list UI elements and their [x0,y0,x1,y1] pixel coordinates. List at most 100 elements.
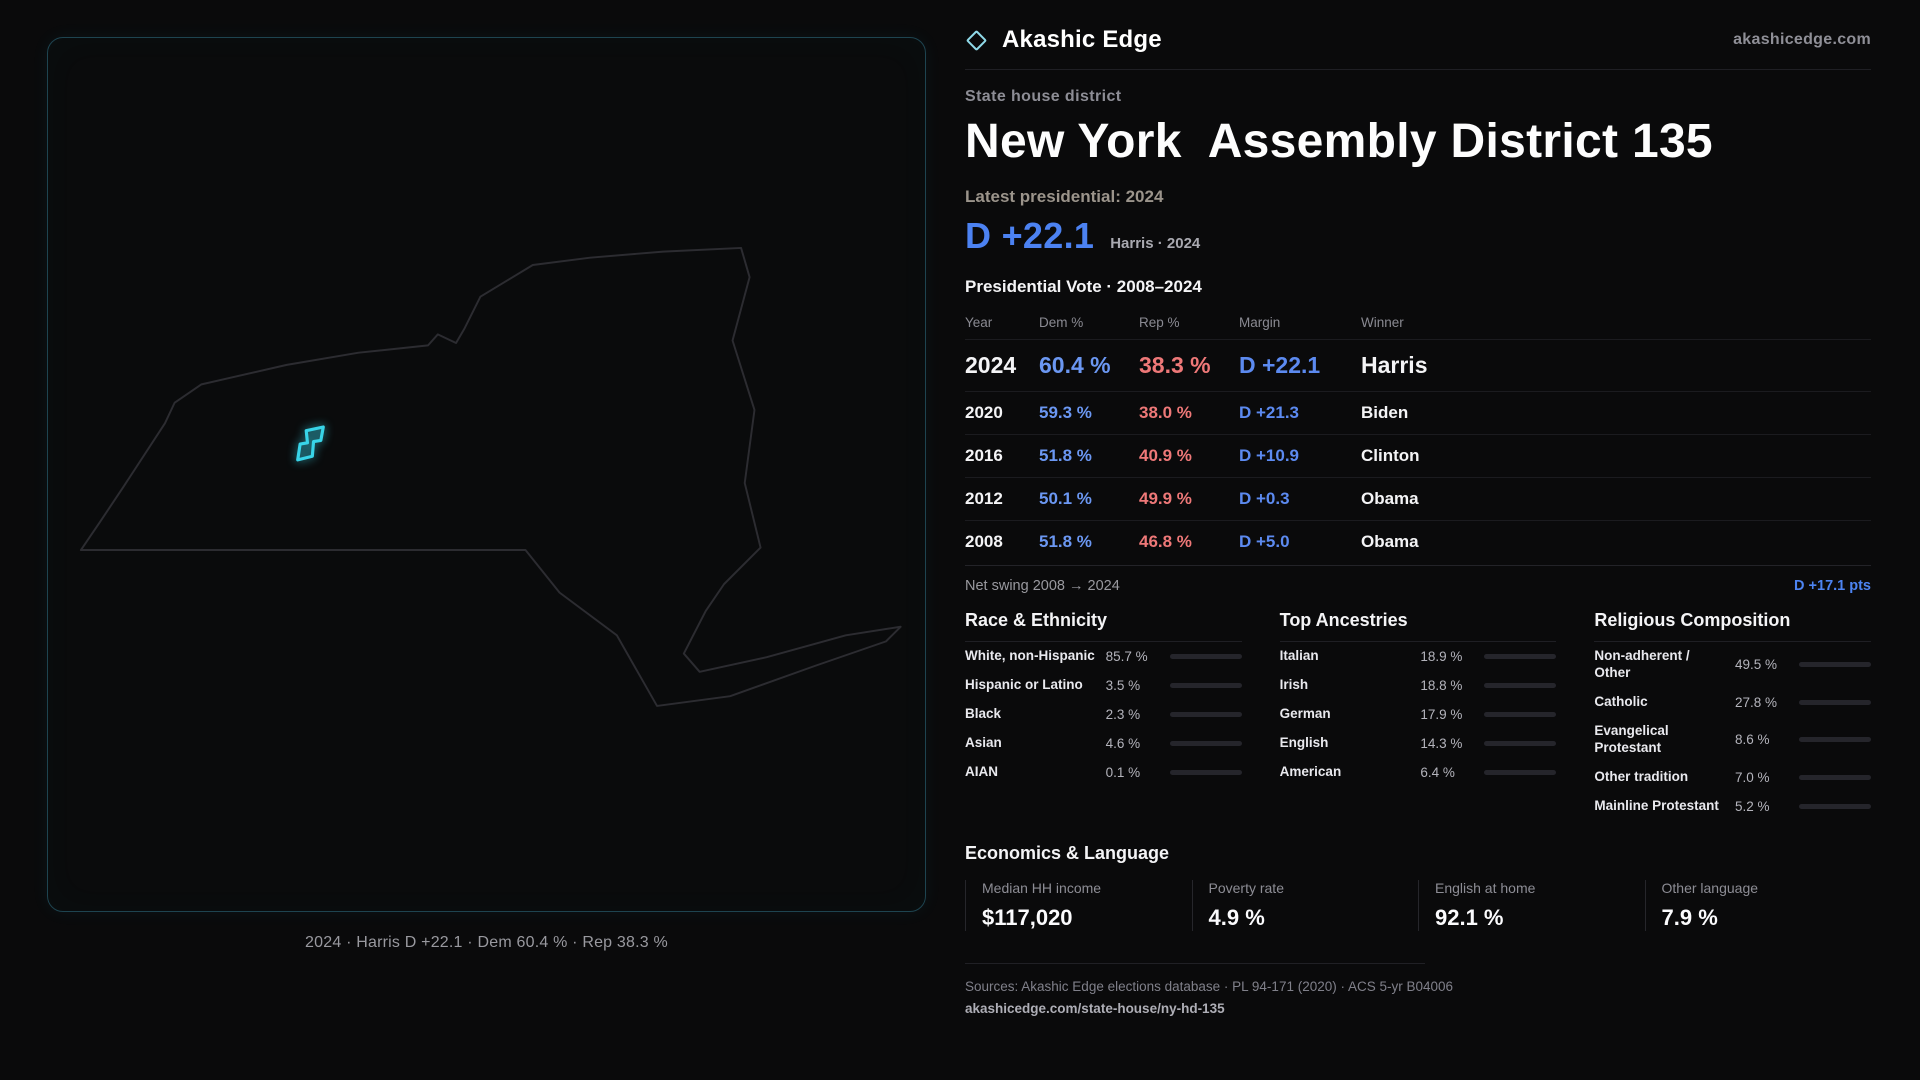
stat-value: 92.1 % [1435,904,1504,930]
list-item: Italian 18.9 % [1280,642,1557,671]
cell-rep-pct: 38.3 % [1139,352,1211,378]
district-kicker: State house district [965,88,1122,105]
stat-value: 7.9 % [1661,904,1718,930]
demo-value: 8.6 % [1734,732,1770,748]
district-map-panel [47,37,926,912]
list-item: Non-adherent / Other 49.5 % [1594,642,1871,688]
demo-label: Italian [1279,648,1319,664]
page-title: New York Assembly District 135 [965,114,1871,169]
demo-bar [1798,699,1871,705]
demo-label: American [1279,764,1342,780]
col-header-winner: Winner [1361,315,1404,330]
stat-label: Poverty rate [1208,879,1284,896]
demo-value: 14.3 % [1420,736,1463,751]
cell-winner: Harris [1361,352,1428,378]
list-item: Asian 4.6 % [965,729,1242,758]
demo-value: 49.5 % [1734,657,1778,673]
demographics-section: Race & Ethnicity White, non-Hispanic 85.… [965,610,1871,821]
demo-label: Evangelical Protestant [1594,722,1669,755]
list-item: Mainline Protestant 5.2 % [1594,792,1871,821]
demo-label: Non-adherent / Other [1594,648,1690,680]
map-side-panel: 2024 · Harris D +22.1 · Dem 60.4 % · Rep… [0,0,935,1080]
list-item: Evangelical Protestant 8.6 % [1594,717,1871,763]
col-header-year: Year [965,315,993,330]
cell-winner: Biden [1361,403,1409,422]
net-swing-row: Net swing 2008 → 2024 D +17.1 pts [965,565,1871,594]
demo-value: 27.8 % [1734,694,1778,710]
demo-label: German [1279,706,1331,722]
demo-value: 85.7 % [1105,649,1148,664]
demo-value: 2.3 % [1105,707,1141,722]
page-title-district: Assembly District 135 [1207,115,1713,168]
cell-year: 2008 [965,532,1003,551]
cell-dem-pct: 50.1 % [1039,489,1092,508]
stat-value: 4.9 % [1208,904,1265,930]
cell-dem-pct: 59.3 % [1039,403,1092,422]
demo-label: Catholic [1594,693,1648,709]
demo-bar [1798,662,1871,668]
stat-english-at-home: English at home 92.1 % [1418,879,1645,931]
demo-value: 4.6 % [1105,736,1141,751]
cell-year: 2020 [965,403,1003,422]
demo-label: Black [965,706,1002,722]
stat-other-language: Other language 7.9 % [1644,879,1872,931]
list-item: Black 2.3 % [965,700,1242,729]
highlighted-district-shape[interactable] [296,425,325,462]
col-header-margin: Margin [1239,315,1281,330]
cell-rep-pct: 40.9 % [1139,446,1192,465]
demo-bar [1169,741,1242,746]
cell-margin: D +22.1 [1239,352,1321,378]
demo-label: English [1279,735,1329,751]
race-ethnicity-column: Race & Ethnicity White, non-Hispanic 85.… [965,610,1242,821]
demo-bar [1798,737,1871,743]
cell-year: 2024 [965,352,1017,378]
new-york-state-map [79,246,902,707]
cell-rep-pct: 46.8 % [1139,532,1192,551]
page-title-region: New York [965,115,1182,168]
table-row: 2012 50.1 % 49.9 % D +0.3 Obama [965,477,1871,520]
demo-label: Other tradition [1594,768,1689,784]
cell-winner: Obama [1361,489,1419,508]
list-item: Catholic 27.8 % [1594,688,1871,717]
site-link[interactable]: akashicedge.com [1733,31,1871,48]
list-item: Irish 18.8 % [1280,671,1557,700]
cell-rep-pct: 49.9 % [1139,489,1192,508]
economics-title: Economics & Language [965,842,1170,863]
demo-bar [1798,774,1871,780]
stat-label: Median HH income [982,879,1102,896]
demo-bar [1798,803,1871,809]
top-ancestries-column: Top Ancestries Italian 18.9 % Irish 18.8… [1279,610,1557,821]
sources-line: Sources: Akashic Edge elections database… [965,978,1454,994]
demo-bar [1484,654,1557,659]
demo-bar [1484,712,1557,717]
cell-dem-pct: 60.4 % [1039,352,1111,378]
demo-bar [1169,712,1242,717]
state-outline-path [79,246,902,707]
col-header-rep: Rep % [1139,315,1180,330]
cell-margin: D +10.9 [1239,446,1300,465]
demo-bar [1484,741,1557,746]
religious-composition-title: Religious Composition [1594,610,1871,642]
cell-dem-pct: 51.8 % [1039,446,1092,465]
presidential-vote-table: Year Dem % Rep % Margin Winner 2024 60.4… [965,307,1871,563]
net-swing-value: D +17.1 pts [1794,578,1871,594]
list-item: Other tradition 7.0 % [1594,763,1871,792]
cell-margin: D +5.0 [1239,532,1290,551]
demo-bar [1169,770,1242,775]
demo-label: AIAN [965,764,998,780]
headline-margin-value: D +22.1 [965,215,1095,256]
table-row: 2020 59.3 % 38.0 % D +21.3 Biden [965,391,1871,434]
cell-year: 2012 [965,489,1003,508]
table-row: 2008 51.8 % 46.8 % D +5.0 Obama [965,520,1871,563]
cell-margin: D +0.3 [1239,489,1290,508]
demo-bar [1484,683,1557,688]
permalink[interactable]: akashicedge.com/state-house/ny-hd-135 [965,1000,1225,1016]
race-ethnicity-title: Race & Ethnicity [965,610,1242,642]
stat-label: Other language [1661,879,1759,896]
headline-margin-context: Harris · 2024 [1110,235,1201,252]
diamond-logo-icon [965,29,988,51]
demo-label: Mainline Protestant [1594,797,1719,813]
demo-value: 6.4 % [1420,765,1455,780]
top-bar: Akashic Edge akashicedge.com [965,26,1871,70]
demo-bar [1484,770,1557,775]
